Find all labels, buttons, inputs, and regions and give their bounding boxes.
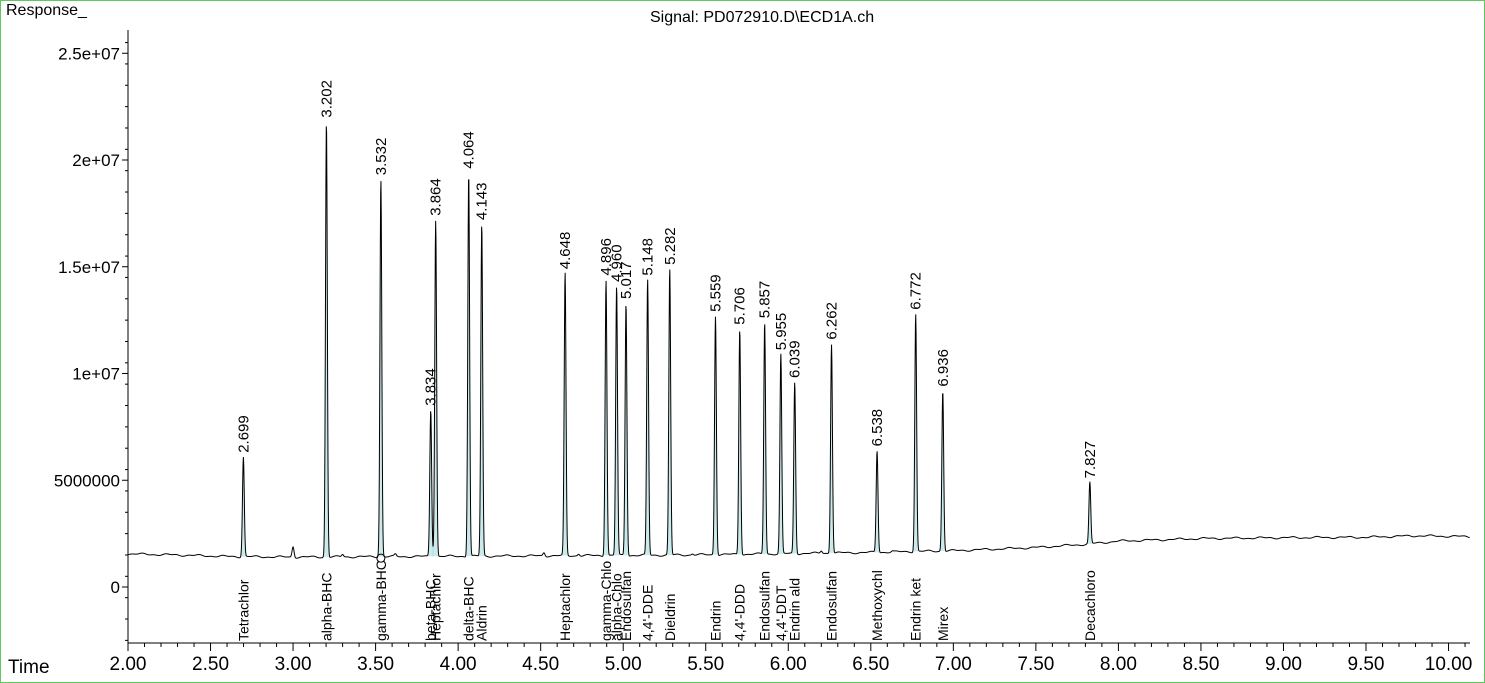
compound-label: Decachloro xyxy=(1082,570,1098,641)
x-tick-label: 8.00 xyxy=(1100,654,1137,675)
compound-label: Tetrachlor xyxy=(235,579,251,641)
peak-label: 5.559 xyxy=(708,274,725,312)
integration-area xyxy=(828,344,835,554)
peak-label: 6.262 xyxy=(824,302,841,340)
peak-label: 4.648 xyxy=(557,232,574,270)
compound-label: 4,4'-DDD xyxy=(732,584,748,641)
compound-label: Mirex xyxy=(935,607,951,641)
peak-label: 6.936 xyxy=(935,349,952,387)
compound-label: Dieldrin xyxy=(662,594,678,641)
y-tick-label: 5000000 xyxy=(54,471,120,490)
x-tick-label: 7.50 xyxy=(1017,654,1054,675)
peak-label: 5.017 xyxy=(618,261,635,299)
x-tick-label: 9.50 xyxy=(1348,654,1385,675)
integration-area xyxy=(561,272,569,556)
x-tick-label: 8.50 xyxy=(1182,654,1219,675)
peak-label: 7.827 xyxy=(1082,441,1099,479)
integration-area xyxy=(613,285,620,556)
compound-label: 4,4'-DDT xyxy=(773,585,789,641)
peak-label: 6.772 xyxy=(908,272,925,310)
peak-label: 4.896 xyxy=(598,238,615,276)
integration-area xyxy=(427,410,435,557)
integration-area xyxy=(873,450,881,553)
peak-label: 3.864 xyxy=(428,178,445,216)
peak-label: 4.064 xyxy=(461,131,478,169)
integration-area xyxy=(323,121,330,557)
integration-area xyxy=(644,279,651,556)
peak-label: 6.538 xyxy=(869,409,886,447)
integration-area xyxy=(736,329,744,555)
compound-label: gamma-Chlo xyxy=(598,561,614,641)
x-tick-label: 3.50 xyxy=(357,654,394,675)
compound-label: beta-BHC xyxy=(423,580,439,641)
integration-area xyxy=(912,314,920,553)
y-tick-label: 1.5e+07 xyxy=(58,258,120,277)
x-tick-label: 5.50 xyxy=(687,654,724,675)
integration-area xyxy=(465,173,473,557)
compound-label: Endrin ket xyxy=(908,578,924,641)
compound-label: Heptachlor xyxy=(428,573,444,641)
integration-area xyxy=(666,268,674,556)
integration-area xyxy=(432,220,439,557)
x-tick-label: 9.00 xyxy=(1265,654,1302,675)
y-tick-label: 2.5e+07 xyxy=(58,44,120,63)
y-axis-label: Response_ xyxy=(6,2,87,19)
x-tick-label: 10.00 xyxy=(1425,654,1473,675)
x-tick-label: 5.00 xyxy=(605,654,642,675)
x-tick-label: 4.00 xyxy=(440,654,477,675)
compound-label: gamma-BHC xyxy=(373,560,389,641)
peak-label: 3.202 xyxy=(318,80,335,118)
peak-label: 5.706 xyxy=(732,287,749,325)
peak-label: 6.039 xyxy=(787,340,804,378)
y-tick-label: 2e+07 xyxy=(72,151,120,170)
peak-label: 4.960 xyxy=(609,244,626,282)
x-tick-label: 7.00 xyxy=(935,654,972,675)
integration-area xyxy=(939,391,947,552)
peak-label: 2.699 xyxy=(235,415,252,453)
x-tick-label: 6.00 xyxy=(770,654,807,675)
chart-title: Signal: PD072910.D\ECD1A.ch xyxy=(650,9,875,26)
compound-label: Heptachlor xyxy=(557,573,573,641)
integration-area xyxy=(622,303,630,556)
integration-area xyxy=(240,457,247,558)
integration-area xyxy=(478,223,486,557)
compound-label: Endosulfan xyxy=(618,571,634,641)
x-tick-label: 2.50 xyxy=(192,654,229,675)
signal-trace xyxy=(127,126,1470,559)
compound-label: delta-BHC xyxy=(461,576,477,641)
integration-area xyxy=(777,353,785,554)
integration-area xyxy=(602,280,610,557)
compound-label: Endrin ald xyxy=(787,578,803,641)
peak-label: 5.857 xyxy=(757,281,774,319)
peak-label: 3.532 xyxy=(373,138,390,176)
compound-label: Endrin xyxy=(708,601,724,641)
integration-area xyxy=(761,322,768,555)
peak-label: 4.143 xyxy=(474,183,491,221)
peak-label: 5.282 xyxy=(662,227,679,265)
peak-label: 3.834 xyxy=(423,368,440,406)
y-tick-label: 0 xyxy=(111,578,120,597)
compound-label: alpha-Chlo xyxy=(609,573,625,641)
peak-marker xyxy=(376,553,386,563)
integration-area xyxy=(712,316,719,556)
peak-label: 5.148 xyxy=(640,238,657,276)
peak-label: 5.955 xyxy=(773,313,790,351)
x-tick-label: 6.50 xyxy=(852,654,889,675)
compound-label: Endosulfan xyxy=(824,571,840,641)
x-tick-label: 4.50 xyxy=(522,654,559,675)
compound-label: Endosulfan xyxy=(757,571,773,641)
compound-label: alpha-BHC xyxy=(318,573,334,641)
compound-label: 4,4'-DDE xyxy=(640,585,656,641)
integration-area xyxy=(377,179,385,558)
compound-label: Aldrin xyxy=(474,605,490,641)
integration-area xyxy=(1086,481,1094,545)
integration-area xyxy=(791,382,799,555)
compound-label: Methoxychl xyxy=(869,570,885,641)
y-tick-label: 1e+07 xyxy=(72,365,120,384)
x-axis-label: Time xyxy=(8,657,50,678)
x-tick-label: 3.00 xyxy=(275,654,312,675)
x-tick-label: 2.00 xyxy=(110,654,147,675)
